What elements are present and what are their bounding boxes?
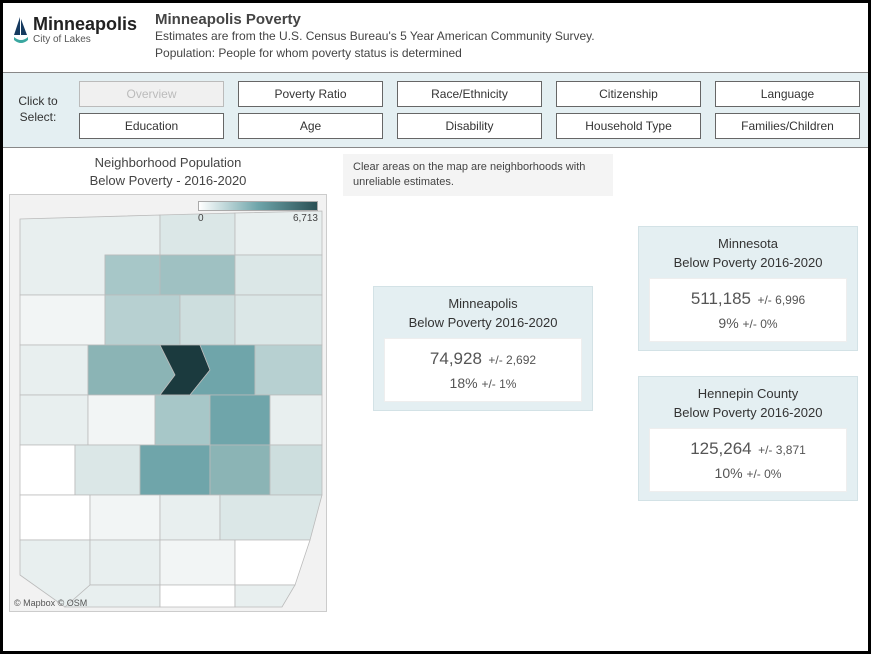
map-neighborhood[interactable]	[270, 445, 322, 495]
page-subtitle-2: Population: People for whom poverty stat…	[155, 45, 595, 62]
page-title: Minneapolis Poverty	[155, 11, 595, 28]
stat-mpls-title1: Minneapolis	[448, 296, 517, 311]
legend-min: 0	[198, 213, 204, 224]
stat-mn-moe: +/- 6,996	[757, 293, 805, 307]
map-title: Neighborhood Population Below Poverty - …	[9, 154, 327, 190]
map-neighborhood[interactable]	[160, 585, 235, 607]
map-neighborhood[interactable]	[155, 395, 210, 445]
tab-disability[interactable]: Disability	[397, 113, 542, 139]
tab-education[interactable]: Education	[79, 113, 224, 139]
map-neighborhood[interactable]	[88, 345, 175, 395]
map-neighborhood[interactable]	[180, 295, 235, 345]
map-attribution: © Mapbox © OSM	[14, 598, 87, 608]
header: Minneapolis City of Lakes Minneapolis Po…	[3, 3, 868, 73]
stat-henn-value: 125,264	[690, 439, 751, 458]
stat-mn-pctmoe: +/- 0%	[743, 317, 778, 331]
sailboat-icon	[13, 15, 29, 45]
stat-mpls-value: 74,928	[430, 349, 482, 368]
stats-column: Clear areas on the map are neighborhoods…	[333, 148, 868, 612]
map-neighborhood[interactable]	[235, 585, 295, 607]
content: Neighborhood Population Below Poverty - …	[3, 147, 868, 612]
tab-overview[interactable]: Overview	[79, 81, 224, 107]
map-neighborhood[interactable]	[105, 295, 180, 345]
map-column: Neighborhood Population Below Poverty - …	[3, 148, 333, 612]
stat-card-hennepin: Hennepin County Below Poverty 2016-2020 …	[638, 376, 858, 500]
map-neighborhood[interactable]	[75, 445, 140, 495]
map-neighborhood[interactable]	[160, 255, 235, 295]
tab-families-children[interactable]: Families/Children	[715, 113, 860, 139]
map-neighborhood[interactable]	[160, 495, 220, 540]
map-neighborhood[interactable]	[20, 495, 90, 540]
tab-age[interactable]: Age	[238, 113, 383, 139]
map-neighborhood[interactable]	[210, 395, 270, 445]
tab-citizenship[interactable]: Citizenship	[556, 81, 701, 107]
stat-mpls-pct: 18%	[450, 375, 478, 391]
stat-card-minneapolis: Minneapolis Below Poverty 2016-2020 74,9…	[373, 286, 593, 410]
map-neighborhood[interactable]	[20, 395, 88, 445]
stat-mpls-title2: Below Poverty 2016-2020	[409, 315, 558, 330]
map-neighborhood[interactable]	[210, 445, 270, 495]
map-title-line1: Neighborhood Population	[95, 155, 242, 170]
map-neighborhood[interactable]	[88, 395, 155, 445]
tab-language[interactable]: Language	[715, 81, 860, 107]
map-neighborhood[interactable]	[20, 445, 75, 495]
stats-area: Minnesota Below Poverty 2016-2020 511,18…	[343, 196, 858, 596]
stat-mn-title2: Below Poverty 2016-2020	[674, 255, 823, 270]
stat-mn-value: 511,185	[691, 289, 751, 308]
logo-name: Minneapolis	[33, 15, 137, 33]
stat-henn-moe: +/- 3,871	[758, 443, 806, 457]
page-subtitle-1: Estimates are from the U.S. Census Burea…	[155, 28, 595, 45]
tabs-bar: Click to Select: Overview Poverty Ratio Ra…	[3, 73, 868, 147]
legend-gradient	[198, 201, 318, 211]
legend-max: 6,713	[293, 213, 318, 224]
map-neighborhood[interactable]	[220, 495, 322, 540]
stat-henn-pct: 10%	[715, 465, 743, 481]
logo-tag: City of Lakes	[33, 35, 137, 45]
title-block: Minneapolis Poverty Estimates are from t…	[155, 11, 595, 62]
map-neighborhood[interactable]	[90, 495, 160, 540]
logo: Minneapolis City of Lakes	[13, 11, 137, 62]
stat-card-minnesota: Minnesota Below Poverty 2016-2020 511,18…	[638, 226, 858, 350]
map-neighborhood[interactable]	[140, 445, 210, 495]
stat-henn-pctmoe: +/- 0%	[746, 467, 781, 481]
stat-mn-pct: 9%	[718, 315, 738, 331]
stat-mpls-pctmoe: +/- 1%	[481, 377, 516, 391]
tab-household-type[interactable]: Household Type	[556, 113, 701, 139]
map-title-line2: Below Poverty - 2016-2020	[90, 173, 247, 188]
map-neighborhood[interactable]	[235, 295, 322, 345]
map-neighborhood[interactable]	[235, 255, 322, 295]
stat-henn-title1: Hennepin County	[698, 386, 798, 401]
map-note: Clear areas on the map are neighborhoods…	[343, 154, 613, 197]
map-neighborhood[interactable]	[255, 345, 322, 395]
tab-race-ethnicity[interactable]: Race/Ethnicity	[397, 81, 542, 107]
tab-poverty-ratio[interactable]: Poverty Ratio	[238, 81, 383, 107]
stat-mn-title1: Minnesota	[718, 236, 778, 251]
tabs-grid: Overview Poverty Ratio Race/Ethnicity Citiz…	[79, 81, 860, 139]
map-neighborhood[interactable]	[20, 345, 88, 395]
map-neighborhood[interactable]	[235, 540, 310, 585]
map-neighborhood[interactable]	[160, 540, 235, 585]
map-neighborhood[interactable]	[105, 255, 160, 295]
map-neighborhood[interactable]	[270, 395, 322, 445]
map-neighborhood[interactable]	[90, 540, 160, 585]
map-legend: 0 6,713	[198, 201, 318, 224]
tabs-label: Click to Select:	[11, 94, 65, 125]
stat-henn-title2: Below Poverty 2016-2020	[674, 405, 823, 420]
stat-mpls-moe: +/- 2,692	[488, 353, 536, 367]
choropleth-map[interactable]: 0 6,713 © Mapbox © OSM	[9, 194, 327, 612]
map-neighborhood[interactable]	[20, 295, 105, 345]
